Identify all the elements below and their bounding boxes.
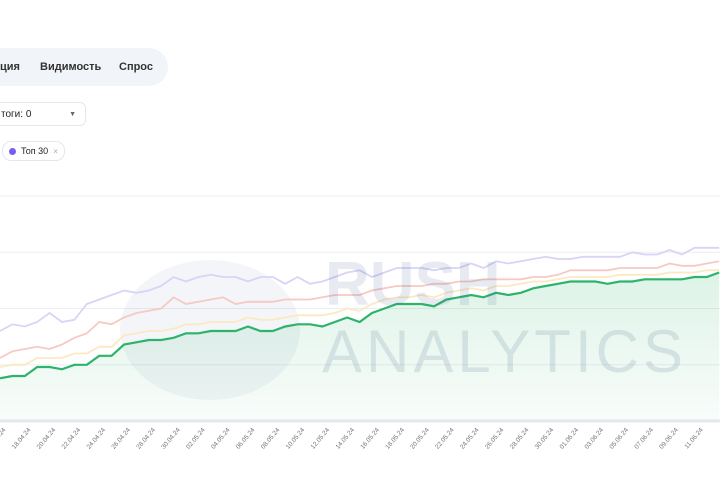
x-tick-label: 26.05.24: [484, 426, 506, 450]
x-tick-label: 24.04.24: [85, 426, 107, 450]
tab-position[interactable]: ция: [0, 61, 20, 73]
x-tick-label: 11.06.24: [683, 426, 705, 450]
series-line-pink[interactable]: [0, 260, 720, 359]
x-tick-label: 12.05.24: [310, 426, 332, 450]
tags-select[interactable]: тоги: 0 ▼: [0, 102, 86, 126]
series-line-purple[interactable]: [0, 246, 720, 332]
x-tick-label: 04.05.24: [210, 426, 232, 450]
tab-bar: ция Видимость Спрос: [0, 48, 168, 86]
x-tick-label: 16.05.24: [359, 426, 381, 450]
x-tick-label: 14.05.24: [334, 426, 356, 450]
series-line-yellow[interactable]: [0, 269, 720, 368]
x-tick-label: 01.06.24: [559, 426, 581, 450]
x-tick-label: 28.05.24: [509, 426, 531, 450]
filter-chip-top30[interactable]: Топ 30 ×: [2, 141, 65, 161]
watermark-top: RUSH: [325, 250, 501, 319]
watermark-bottom: ANALYTICS: [322, 318, 687, 385]
x-tick-label: 28.04.24: [135, 426, 157, 450]
series-color-dot: [9, 147, 16, 155]
x-tick-label: 24.05.24: [459, 426, 481, 450]
x-tick-label: 06.05.24: [235, 426, 257, 450]
x-tick-label: 20.05.24: [409, 426, 431, 450]
x-tick-label: 07.06.24: [633, 426, 655, 450]
chip-label: Топ 30: [21, 146, 49, 156]
x-tick-label: 10.05.24: [285, 426, 307, 450]
tab-demand[interactable]: Спрос: [119, 61, 153, 73]
x-tick-label: 30.05.24: [534, 426, 556, 450]
x-tick-label: 18.05.24: [384, 426, 406, 450]
x-tick-label: 20.04.24: [36, 426, 58, 450]
watermark: RUSH ANALYTICS: [322, 250, 687, 385]
x-tick-label: 18.04.24: [11, 426, 33, 450]
tab-visibility[interactable]: Видимость: [40, 61, 102, 73]
x-tick-label: 03.06.24: [583, 426, 605, 450]
x-tick-label: 16.04.24: [0, 426, 8, 450]
chevron-down-icon: ▼: [69, 111, 76, 118]
x-tick-label: 08.05.24: [260, 426, 282, 450]
series-line-green[interactable]: [0, 271, 720, 380]
x-tick-label: 22.04.24: [61, 426, 83, 450]
x-tick-label: 05.06.24: [608, 426, 630, 450]
x-tick-label: 22.05.24: [434, 426, 456, 450]
x-tick-label: 02.05.24: [185, 426, 207, 450]
close-icon[interactable]: ×: [53, 146, 58, 156]
series-area-green: [0, 272, 720, 421]
x-tick-label: 26.04.24: [110, 426, 132, 450]
x-tick-label: 09.06.24: [658, 426, 680, 450]
x-tick-label: 30.04.24: [160, 426, 182, 450]
tags-select-label: тоги: 0: [1, 109, 32, 120]
